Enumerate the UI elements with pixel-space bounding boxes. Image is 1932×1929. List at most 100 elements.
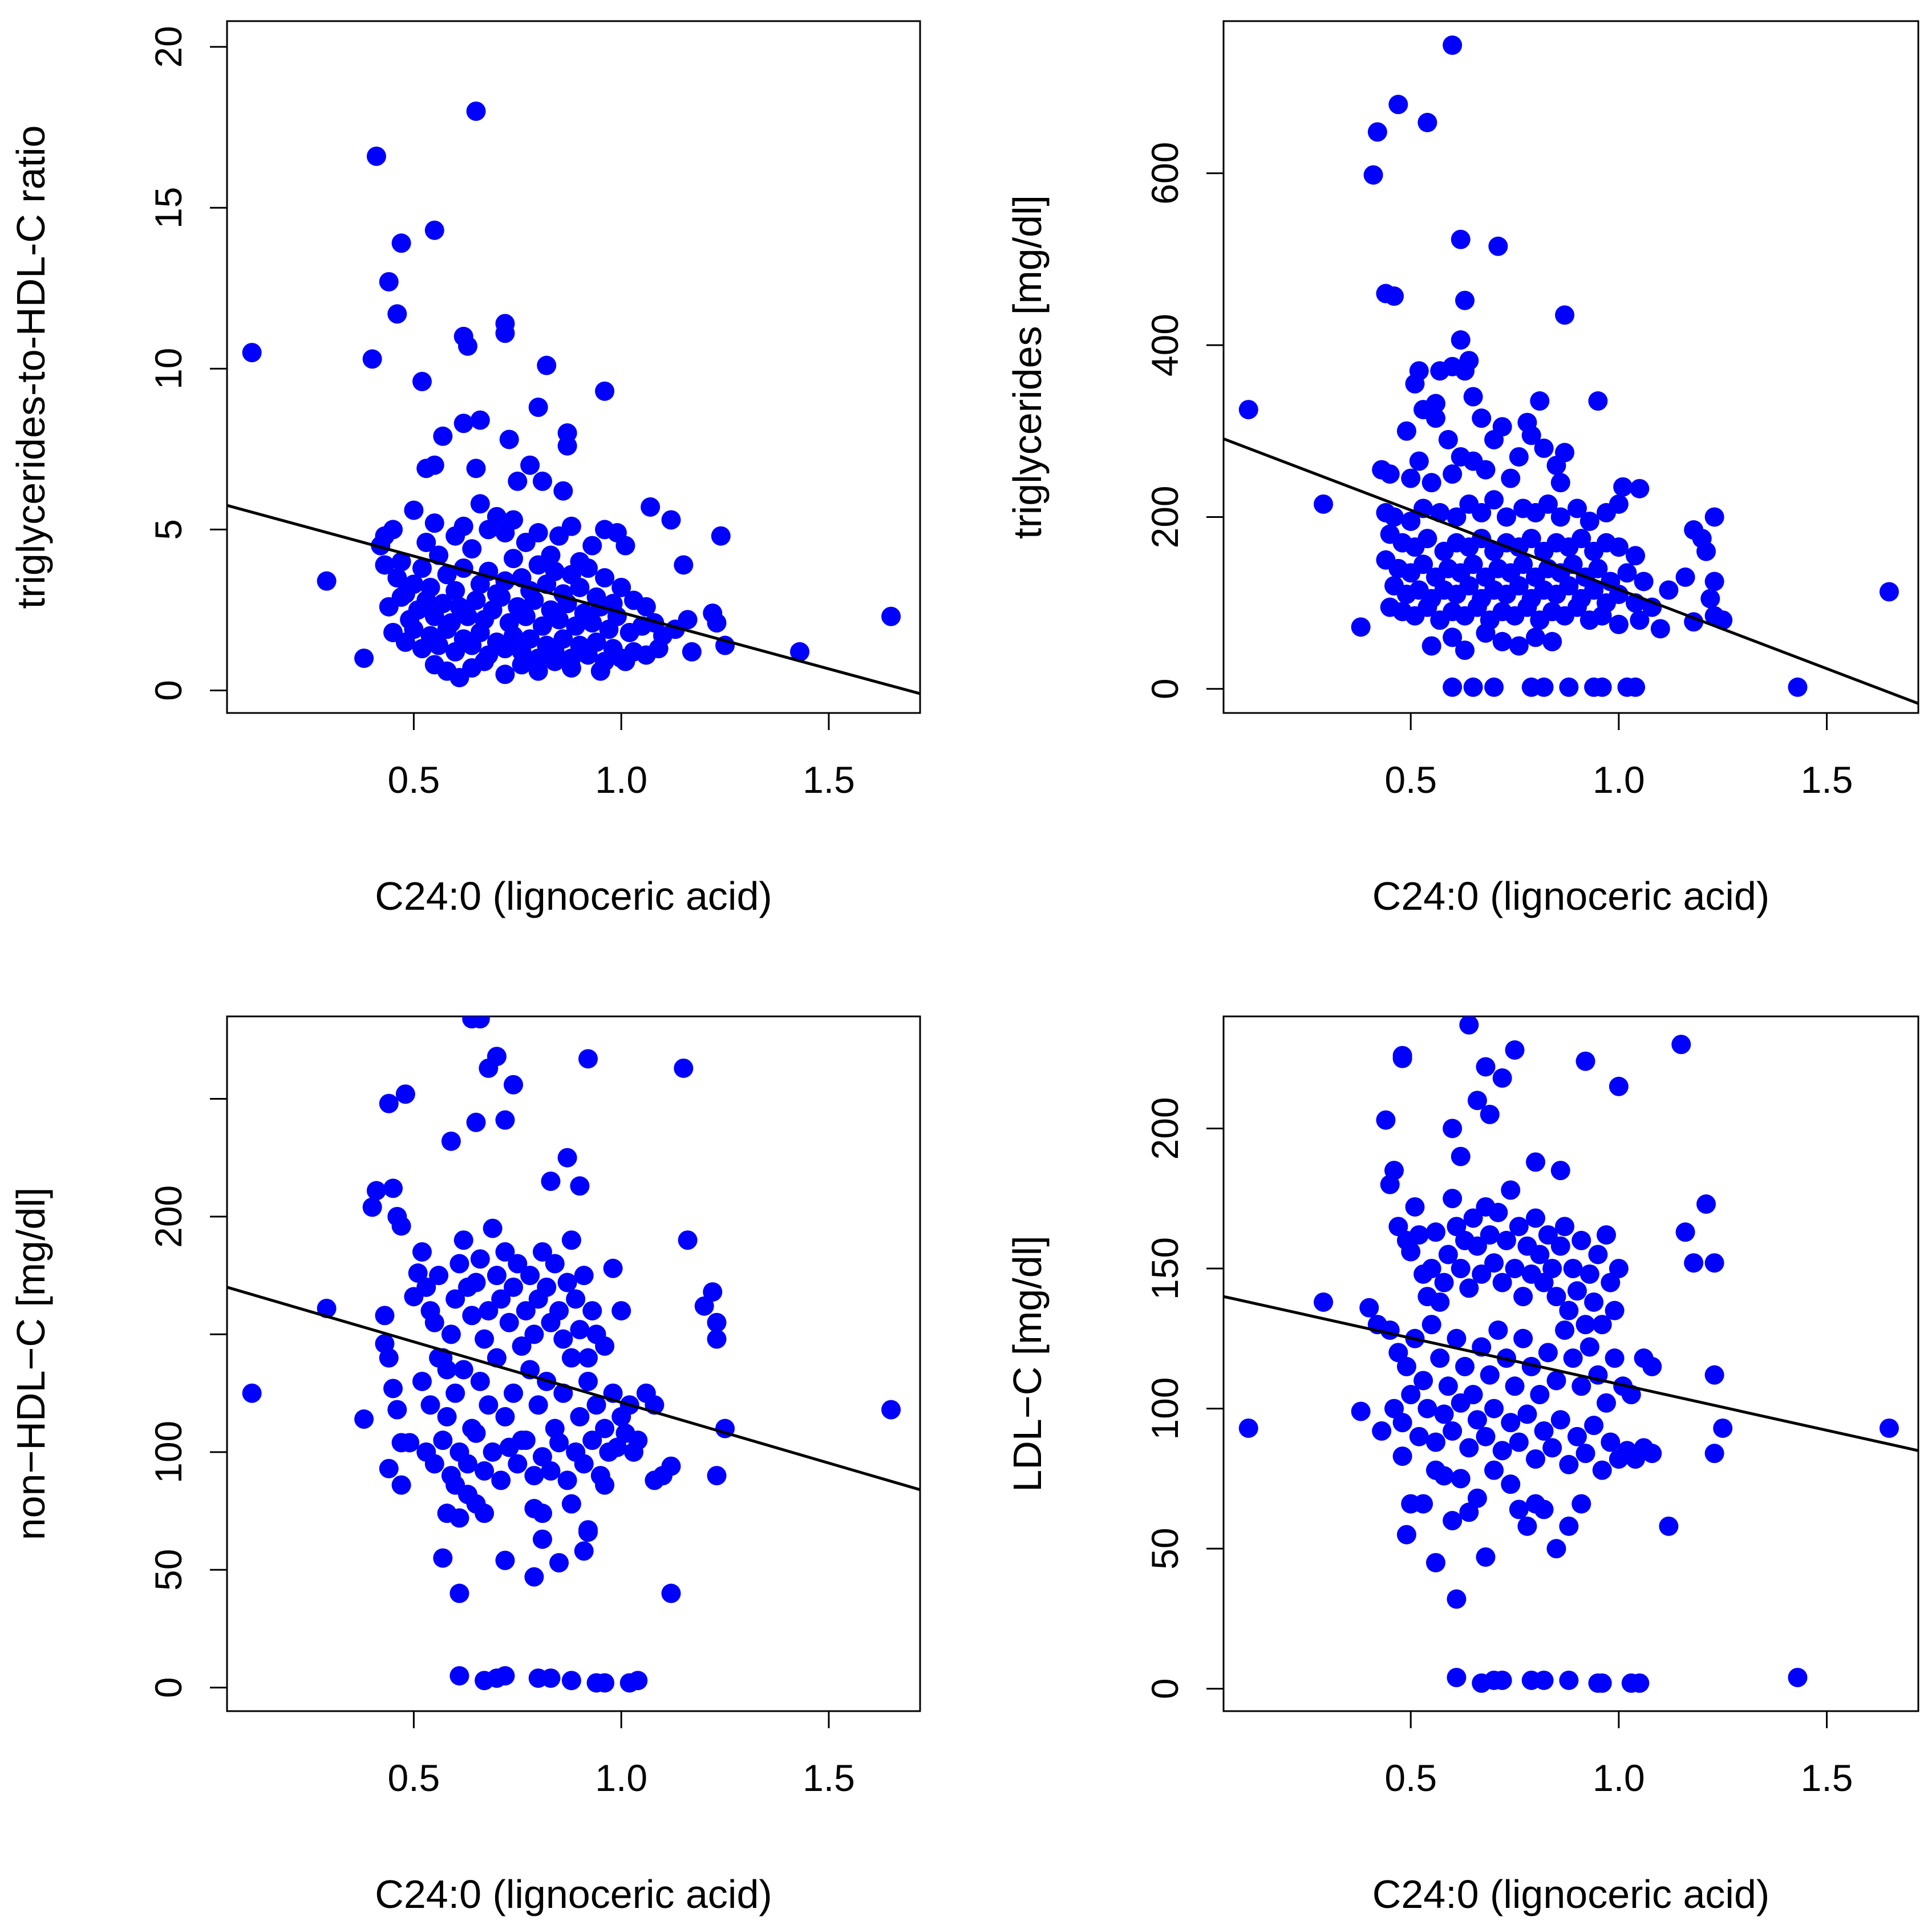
scatter-point [1438,1376,1458,1396]
scatter-point [532,471,552,491]
scatter-point [1472,502,1492,522]
scatter-point [379,1093,399,1113]
scatter-point [449,1666,469,1686]
y-tick-label: 200 [1144,485,1186,548]
scatter-point [1455,641,1475,660]
scatter-point [445,1383,465,1403]
scatter-point [1609,1076,1629,1096]
scatter-point [1434,1404,1454,1424]
scatter-point [495,1550,515,1570]
scatter-point [1492,1273,1512,1292]
scatter-point [1534,1421,1554,1441]
scatter-point [412,1371,432,1391]
scatter-point [1630,1673,1650,1693]
scatter-point [528,398,548,418]
scatter-point [1579,1337,1599,1357]
scatter-point [1621,1385,1641,1405]
scatter-point [1630,610,1650,630]
scatter-point [470,1016,490,1029]
scatter-point [453,1360,473,1380]
scatter-point [1314,494,1334,514]
scatter-point [433,426,453,446]
scatter-point [429,1348,449,1368]
scatter-point [449,1254,469,1274]
scatter-point [1451,229,1471,249]
scatter-point [1517,1404,1537,1424]
scatter-point [1467,1410,1487,1430]
scatter-point [1476,1547,1496,1567]
scatter-point [1588,558,1608,578]
scatter-point [1563,1259,1583,1279]
scatter-point [520,1266,540,1286]
scatter-point [1421,473,1441,493]
scatter-point [1417,1399,1437,1419]
scatter-point [532,1242,552,1262]
scatter-point [395,1084,415,1104]
scatter-point [1372,1421,1392,1441]
scatter-point [1559,1454,1579,1474]
scatter-point [1788,677,1808,697]
scatter-point [1409,1427,1429,1446]
scatter-point [383,1379,403,1399]
scatter-point [416,532,436,552]
x-axis-title: C24:0 (lignoceric acid) [375,874,772,918]
x-tick-label: 1.5 [803,1757,855,1799]
scatter-point [1630,479,1650,499]
scatter-point [1447,1589,1467,1609]
scatter-point [453,414,473,433]
scatter-point [1567,597,1587,617]
scatter-point [537,355,557,375]
scatter-point [1513,1287,1533,1307]
x-tick-label: 1.5 [1801,1757,1853,1799]
scatter-point [578,1049,598,1069]
scatter-point [495,1666,515,1686]
scatter-point [379,271,399,291]
scatter-point [1571,1494,1591,1514]
scatter-point [504,1277,524,1297]
scatter-point [1546,1371,1566,1391]
scatter-point [1467,1236,1487,1256]
scatter-point [504,626,524,646]
scatter-point [1546,1539,1566,1559]
scatter-point [1463,677,1483,697]
scatter-point [1559,1670,1579,1690]
scatter-point [1463,387,1483,407]
scatter-point [1484,429,1504,449]
scatter-point [424,455,444,475]
scatter-point [1588,391,1608,411]
scatter-point [1392,1446,1412,1466]
scatter-point [1443,627,1463,647]
scatter-point [445,581,465,601]
scatter-point [1534,1273,1554,1292]
scatter-point [362,1197,382,1217]
scatter-point [1388,1217,1408,1237]
scatter-point [1696,1194,1716,1214]
scatter-point [1505,1259,1525,1279]
scatter-point [674,555,694,575]
scatter-point [1567,1427,1587,1446]
scatter-point [487,1047,507,1067]
scatter-point [528,661,548,681]
scatter-point [1534,1670,1554,1690]
scatter-point [504,510,524,530]
scatter-point [1438,429,1458,449]
scatter-point [1467,1488,1487,1508]
scatter-point [549,1301,569,1321]
y-tick-label: 15 [147,187,189,229]
scatter-point [1396,421,1416,441]
scatter-point [557,436,577,456]
scatter-point [1484,677,1504,697]
scatter-point [532,1447,552,1467]
x-tick-label: 1.5 [803,759,855,801]
scatter-point [603,1258,623,1278]
scatter-point [470,410,490,430]
scatter-point [682,642,702,662]
scatter-point [582,1301,602,1321]
scatter-point [707,1312,727,1332]
scatter-point [1609,537,1629,557]
scatter-point [420,1395,440,1415]
scatter-point [524,1466,544,1486]
scatter-point [1509,1432,1529,1452]
scatter-point [1696,541,1716,561]
x-tick-label: 0.5 [388,1757,440,1799]
